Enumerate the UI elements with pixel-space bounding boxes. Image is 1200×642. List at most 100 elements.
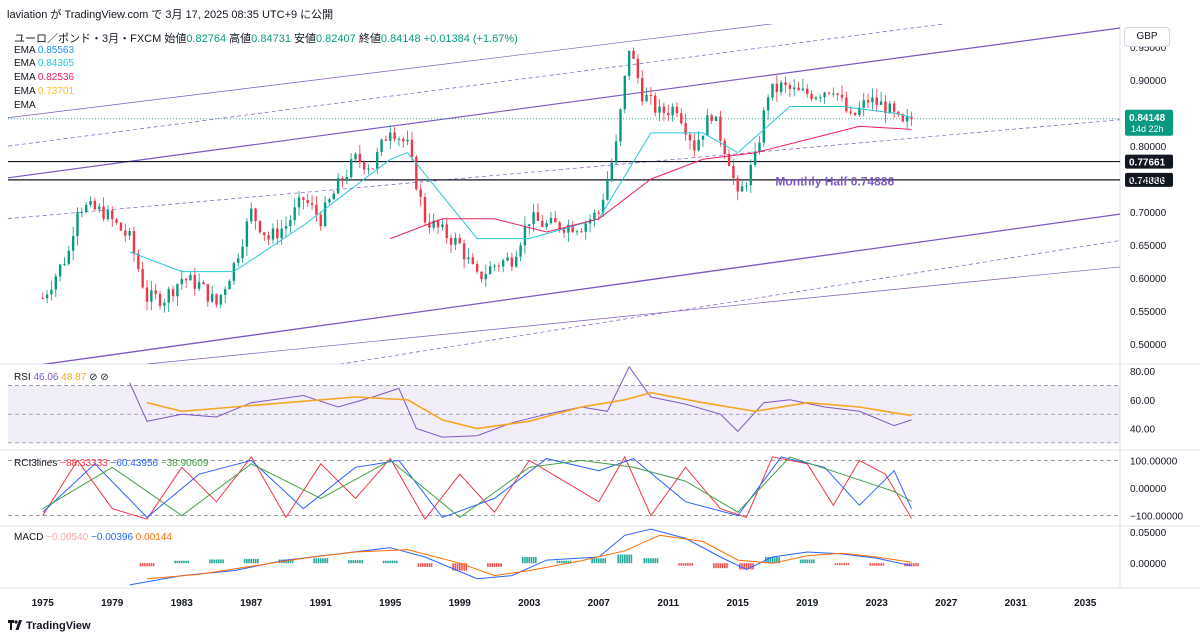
macd-histogram-bar <box>178 560 181 564</box>
macd-histogram-bar <box>600 558 602 564</box>
candle-body <box>371 168 375 170</box>
candle-body <box>271 228 275 240</box>
candle-body <box>449 237 453 245</box>
macd-histogram-bar <box>871 563 874 566</box>
rsi-tick-2: 80.00 <box>1130 367 1155 378</box>
candle-body <box>515 256 518 267</box>
candle-body <box>63 263 66 265</box>
price-tick-1: 0.55000 <box>1130 307 1167 318</box>
ohlc-close-label: 終値 <box>358 33 381 45</box>
horizontal-line-label-0: 0.77661 <box>1129 158 1166 169</box>
last-price-tag <box>1125 109 1173 136</box>
rsi-line <box>129 365 912 438</box>
legend-ema-2[interactable]: EMA 0.84365 <box>14 58 74 69</box>
candle-body <box>567 224 570 233</box>
rci-legend[interactable]: RCI3lines −88.33333 −60.43956 −38.90609 <box>14 458 208 469</box>
candle-body <box>758 142 761 152</box>
rsi-legend[interactable]: RSI 46.06 48.87 ⊘ ⊘ <box>14 372 109 383</box>
macd-histogram-bar <box>361 560 363 564</box>
candle-body <box>89 200 92 205</box>
candle-body <box>727 154 731 167</box>
macd-histogram-bar <box>847 563 850 566</box>
candle-body <box>671 106 674 116</box>
legend-ema-3-name: EMA <box>14 72 36 83</box>
candle-body <box>41 297 44 299</box>
legend-ema-1[interactable]: EMA 0.85563 <box>14 45 74 56</box>
rsi-legend-v1: 46.06 <box>33 372 59 383</box>
ema-fast-line <box>129 106 912 273</box>
candle-body <box>163 302 166 306</box>
macd-histogram-bar <box>565 560 567 564</box>
candle-body <box>688 134 692 141</box>
horizontal-line-tag-0 <box>1125 154 1173 169</box>
rci-tick-1: 0.00000 <box>1130 484 1167 495</box>
ohlc-bar: ユーロ／ポンド・3月・FXCM 始値0.82764 高値0.84731 安値0.… <box>14 30 518 46</box>
ohlc-open-value: 0.82764 <box>186 33 227 45</box>
legend-ema-4[interactable]: EMA 0.73701 <box>14 86 74 97</box>
macd-histogram-bar <box>430 563 433 567</box>
macd-histogram-bar <box>910 563 913 567</box>
macd-tick-0: 0.05000 <box>1130 528 1167 539</box>
macd-histogram-bar <box>723 563 726 569</box>
macd-histogram-bar <box>463 563 465 571</box>
macd-histogram-bar <box>715 563 717 569</box>
legend-ema-5[interactable]: EMA <box>14 100 36 111</box>
candle-body <box>106 210 110 220</box>
macd-histogram-bar <box>500 563 502 567</box>
candle-body <box>458 237 461 244</box>
currency-button[interactable]: GBP <box>1124 27 1170 47</box>
macd-histogram-bar <box>771 557 774 564</box>
candle-body <box>645 94 648 102</box>
macd-histogram-bar <box>213 559 216 564</box>
macd-histogram-bar <box>750 563 752 570</box>
rsi-legend-v2: 48.87 <box>61 372 87 383</box>
candle-body <box>58 264 62 277</box>
candle-body <box>667 112 670 116</box>
candle-body <box>632 50 635 59</box>
candle-body <box>245 221 249 247</box>
macd-histogram-bar <box>836 563 839 566</box>
candle-body <box>488 266 492 275</box>
eye-off-icon[interactable]: ⊘ ⊘ <box>89 372 109 383</box>
annotation-monthly-half: Monthly Half 0.74886 <box>775 175 894 189</box>
time-tick-8: 2007 <box>588 598 611 609</box>
macd-histogram-bar <box>645 558 648 564</box>
ohlc-open-label: 始値 <box>164 33 187 45</box>
time-tick-5: 1995 <box>379 598 402 609</box>
candle-body <box>445 224 448 238</box>
candle-body <box>788 85 792 90</box>
macd-histogram-bar <box>535 557 537 564</box>
channel-line-6 <box>8 119 1120 220</box>
candle-body <box>892 103 896 112</box>
macd-histogram-bar <box>591 558 593 564</box>
candle-body <box>719 116 722 141</box>
candle-body <box>336 178 340 194</box>
macd-line <box>129 528 912 586</box>
legend-ema-3[interactable]: EMA 0.82536 <box>14 72 74 83</box>
legend-ema-1-value: 0.85563 <box>37 45 75 56</box>
macd-histogram-bar <box>385 560 387 564</box>
macd-histogram-bar <box>643 558 646 564</box>
candle-body <box>384 139 388 141</box>
macd-histogram-bar <box>257 558 259 564</box>
macd-histogram-bar <box>654 558 657 564</box>
macd-histogram-bar <box>291 559 294 564</box>
candle-body <box>871 97 874 103</box>
macd-histogram-bar <box>717 563 719 569</box>
time-tick-6: 1999 <box>449 598 472 609</box>
macd-legend[interactable]: MACD −0.00540 −0.00396 0.00144 <box>14 532 172 543</box>
legend-ema-4-value: 0.73701 <box>37 86 75 97</box>
macd-histogram-bar <box>317 558 320 564</box>
candle-body <box>819 97 822 99</box>
candle-body <box>580 231 583 233</box>
candle-body <box>432 220 435 228</box>
candle-body <box>436 220 440 228</box>
candle-body <box>784 82 787 86</box>
candle-body <box>571 224 574 233</box>
rci-legend-v2: −60.43956 <box>110 458 159 469</box>
candle-body <box>593 212 596 220</box>
legend-ema-1-name: EMA <box>14 45 36 56</box>
candle-body <box>202 282 205 285</box>
macd-histogram-bar <box>354 560 357 564</box>
